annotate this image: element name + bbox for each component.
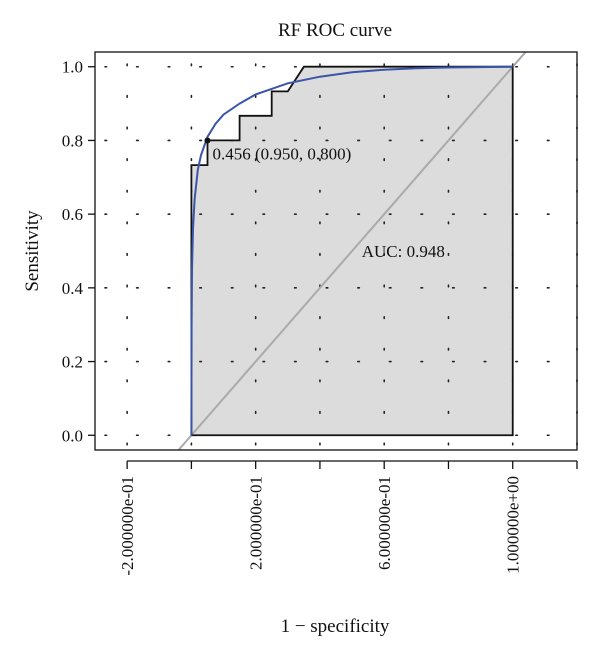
threshold-label: 0.456 (0.950, 0.800) xyxy=(212,144,351,163)
plot-area: 0.456 (0.950, 0.800) AUC: 0.948 0.0 0.2 0.4 0… xyxy=(62,51,578,576)
x-tick-label: 6.000000e-01 xyxy=(375,476,394,570)
y-tick-label: 0.0 xyxy=(62,426,83,445)
x-axis-label: 1 − specificity xyxy=(281,616,390,637)
y-tick-label: 1.0 xyxy=(62,58,83,77)
y-tick-label: 0.6 xyxy=(62,205,83,224)
y-tick-label: 0.8 xyxy=(62,131,83,150)
threshold-point xyxy=(204,137,211,144)
y-tick-label: 0.4 xyxy=(62,279,84,298)
auc-label: AUC: 0.948 xyxy=(362,242,445,261)
y-tick-label: 0.2 xyxy=(62,353,83,372)
x-tick-label: -2.000000e-01 xyxy=(118,476,137,576)
x-tick-label: 2.000000e-01 xyxy=(247,476,266,570)
diagonal-reference-line xyxy=(177,52,527,450)
chart-title: RF ROC curve xyxy=(278,20,392,41)
plot-frame xyxy=(94,51,578,451)
smoothed-roc-line xyxy=(190,65,513,436)
y-axis-label: Sensitivity xyxy=(22,210,43,292)
x-tick-label: 1.000000e+00 xyxy=(504,476,523,574)
